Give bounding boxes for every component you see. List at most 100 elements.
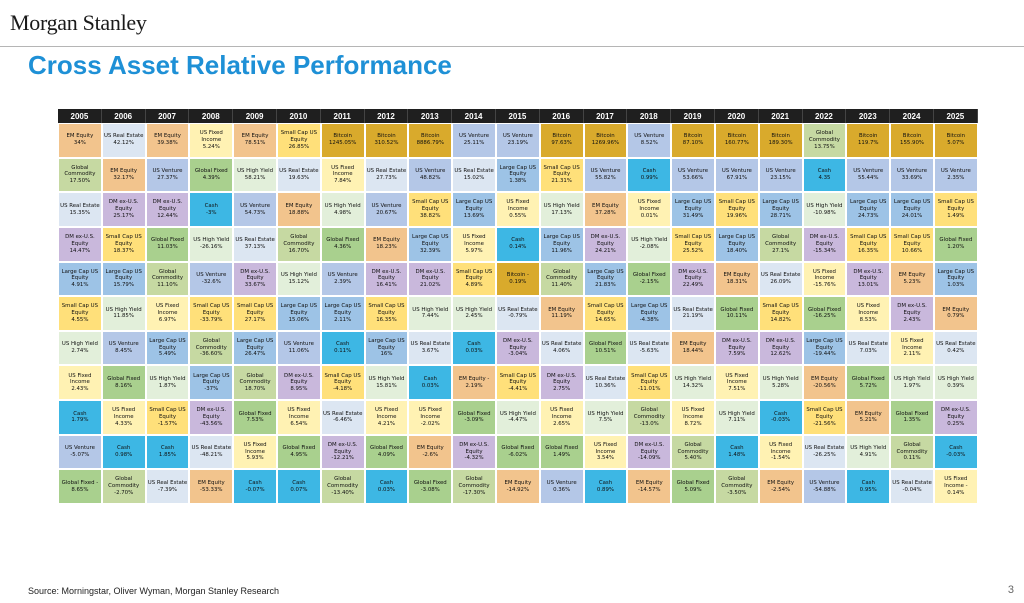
asset-return: 4.33% <box>115 420 133 427</box>
asset-name: Global Fixed <box>545 445 579 452</box>
asset-cell: EM Equity 5.23% <box>890 261 934 297</box>
asset-return: 14.65% <box>595 316 616 323</box>
asset-return: 10.11% <box>726 313 748 320</box>
asset-name: Small Cap US Equity <box>455 268 493 282</box>
asset-name: Cash <box>774 410 788 417</box>
asset-cell: Bitcoin 1269.96% <box>583 123 628 158</box>
asset-return: 8.53% <box>859 316 877 323</box>
asset-cell: US Real Estate 37.13% <box>233 226 277 262</box>
asset-return: 1.03% <box>947 282 965 289</box>
asset-cell: US Real Estate 10.36% <box>583 365 628 401</box>
asset-cell: US High Yield 1.87% <box>145 365 190 401</box>
asset-return: 11.40% <box>551 282 572 289</box>
asset-return: 21.02% <box>419 282 441 289</box>
asset-cell: Bitcoin 155.90% <box>890 123 934 158</box>
asset-return: 2.43% <box>71 386 89 393</box>
asset-cell: Cash -3% <box>189 192 234 227</box>
asset-return: 31.49% <box>682 212 704 219</box>
asset-name: US Real Estate <box>103 133 144 140</box>
asset-cell: US Real Estate 15.35% <box>58 192 102 227</box>
asset-cell: US Real Estate -5.63% <box>627 330 672 366</box>
year-header-2012: 2012 <box>364 109 409 123</box>
asset-name: Cash <box>248 479 262 486</box>
asset-name: US Real Estate <box>892 479 932 486</box>
asset-return: -2.02% <box>420 420 440 427</box>
asset-return: 4.91% <box>71 282 89 289</box>
asset-name: US Venture <box>196 271 227 278</box>
asset-return: 23.19% <box>507 140 529 147</box>
asset-return: -3.04% <box>508 351 528 358</box>
asset-name: Cash <box>817 168 832 175</box>
asset-return: 2.19% <box>465 382 483 389</box>
asset-cell: US High Yield 14.32% <box>671 365 715 401</box>
asset-cell: Global Fixed 10.11% <box>714 296 759 331</box>
asset-cell: US Real Estate -0.79% <box>495 296 540 331</box>
asset-name: US Fixed Income - <box>944 476 968 490</box>
asset-return: 14.32% <box>682 382 704 389</box>
asset-return: 18.44% <box>682 348 704 355</box>
asset-return: 8886.79% <box>416 140 444 147</box>
asset-cell: Large Cap US Equity -37% <box>189 365 234 401</box>
asset-cell: Bitcoin 160.77% <box>714 123 759 158</box>
asset-name: Global Fixed <box>676 479 710 486</box>
asset-return: -3.50% <box>727 490 747 497</box>
asset-cell: Global Fixed 1.49% <box>539 434 584 470</box>
asset-name: US Fixed Income <box>769 441 793 455</box>
asset-return: 67.91% <box>726 174 748 181</box>
asset-cell: Cash 0.03% <box>408 365 453 401</box>
asset-name: Cash <box>423 375 437 382</box>
asset-name: DM ex-U.S. Equity <box>152 199 183 213</box>
asset-name: DM ex-U.S. Equity <box>765 337 796 351</box>
asset-cell: US Fixed Income 6.54% <box>276 400 321 435</box>
asset-cell: DM ex-U.S. Equity 21.02% <box>408 261 453 297</box>
asset-return: 17.50% <box>69 178 91 185</box>
asset-name: Global Fixed <box>326 237 360 244</box>
asset-cell: Global Fixed 1.20% <box>933 226 978 262</box>
asset-cell: Small Cap US Equity -21.56% <box>802 400 847 435</box>
asset-name: EM Equity <box>723 271 751 278</box>
asset-name: EM Equity <box>416 445 444 452</box>
asset-cell: Large Cap US Equity 24.73% <box>846 192 891 227</box>
asset-cell: Large Cap US Equity 32.39% <box>408 226 453 262</box>
asset-name: EM Equity <box>66 133 94 140</box>
asset-cell: Large Cap US Equity 15.06% <box>276 296 321 331</box>
asset-cell: US Fixed Income 7.51% <box>714 365 759 401</box>
asset-return: -0.79% <box>508 313 528 320</box>
asset-return: 21.83% <box>595 282 616 289</box>
asset-return: 1.20% <box>947 244 965 251</box>
asset-cell: EM Equity 78.51% <box>233 123 277 158</box>
asset-name: Global Fixed <box>851 375 885 382</box>
asset-return: -54.88% <box>813 486 836 493</box>
asset-return: 16.41% <box>376 282 397 289</box>
asset-return: 55.82% <box>595 174 616 181</box>
asset-cell: Global Commodity -2.70% <box>101 469 146 505</box>
asset-cell: Large Cap US Equity 1.38% <box>495 157 540 193</box>
asset-cell: Small Cap US Equity -11.01% <box>627 365 672 401</box>
asset-name: US Real Estate <box>235 237 275 244</box>
asset-name: Large Cap US Equity <box>105 268 142 282</box>
asset-return: -32.6% <box>201 278 221 285</box>
year-header-2025: 2025 <box>933 109 978 123</box>
asset-name: Global Commodity <box>721 476 753 490</box>
asset-return: 0.14% <box>947 490 965 497</box>
asset-name: Small Cap US Equity <box>718 199 755 213</box>
asset-name: US Venture <box>283 341 314 348</box>
asset-name: Bitcoin <box>421 133 440 140</box>
asset-cell: Bitcoin 310.52% <box>364 123 409 158</box>
asset-name: US Fixed Income <box>68 372 92 386</box>
asset-cell: EM Equity -14.57% <box>627 469 672 505</box>
asset-cell: US Fixed Income 6.97% <box>145 296 190 331</box>
asset-cell: US Real Estate -26.25% <box>802 434 847 470</box>
asset-name: Large Cap US Equity <box>499 164 537 178</box>
asset-cell: Bitcoin 5.07% <box>933 123 978 158</box>
asset-cell: Global Commodity 17.50% <box>58 157 102 193</box>
asset-name: US High Yield <box>850 445 887 452</box>
asset-cell: US Real Estate 42.12% <box>101 123 146 158</box>
asset-name: US High Yield <box>718 410 755 417</box>
asset-name: Large Cap US Equity <box>61 268 99 282</box>
asset-cell: Large Cap US Equity 16% <box>364 330 409 366</box>
year-header-2009: 2009 <box>233 109 277 123</box>
asset-return: 8.45% <box>115 348 133 355</box>
asset-cell: US Venture 33.69% <box>890 157 934 193</box>
asset-cell: Global Commodity 27.1% <box>758 226 803 262</box>
